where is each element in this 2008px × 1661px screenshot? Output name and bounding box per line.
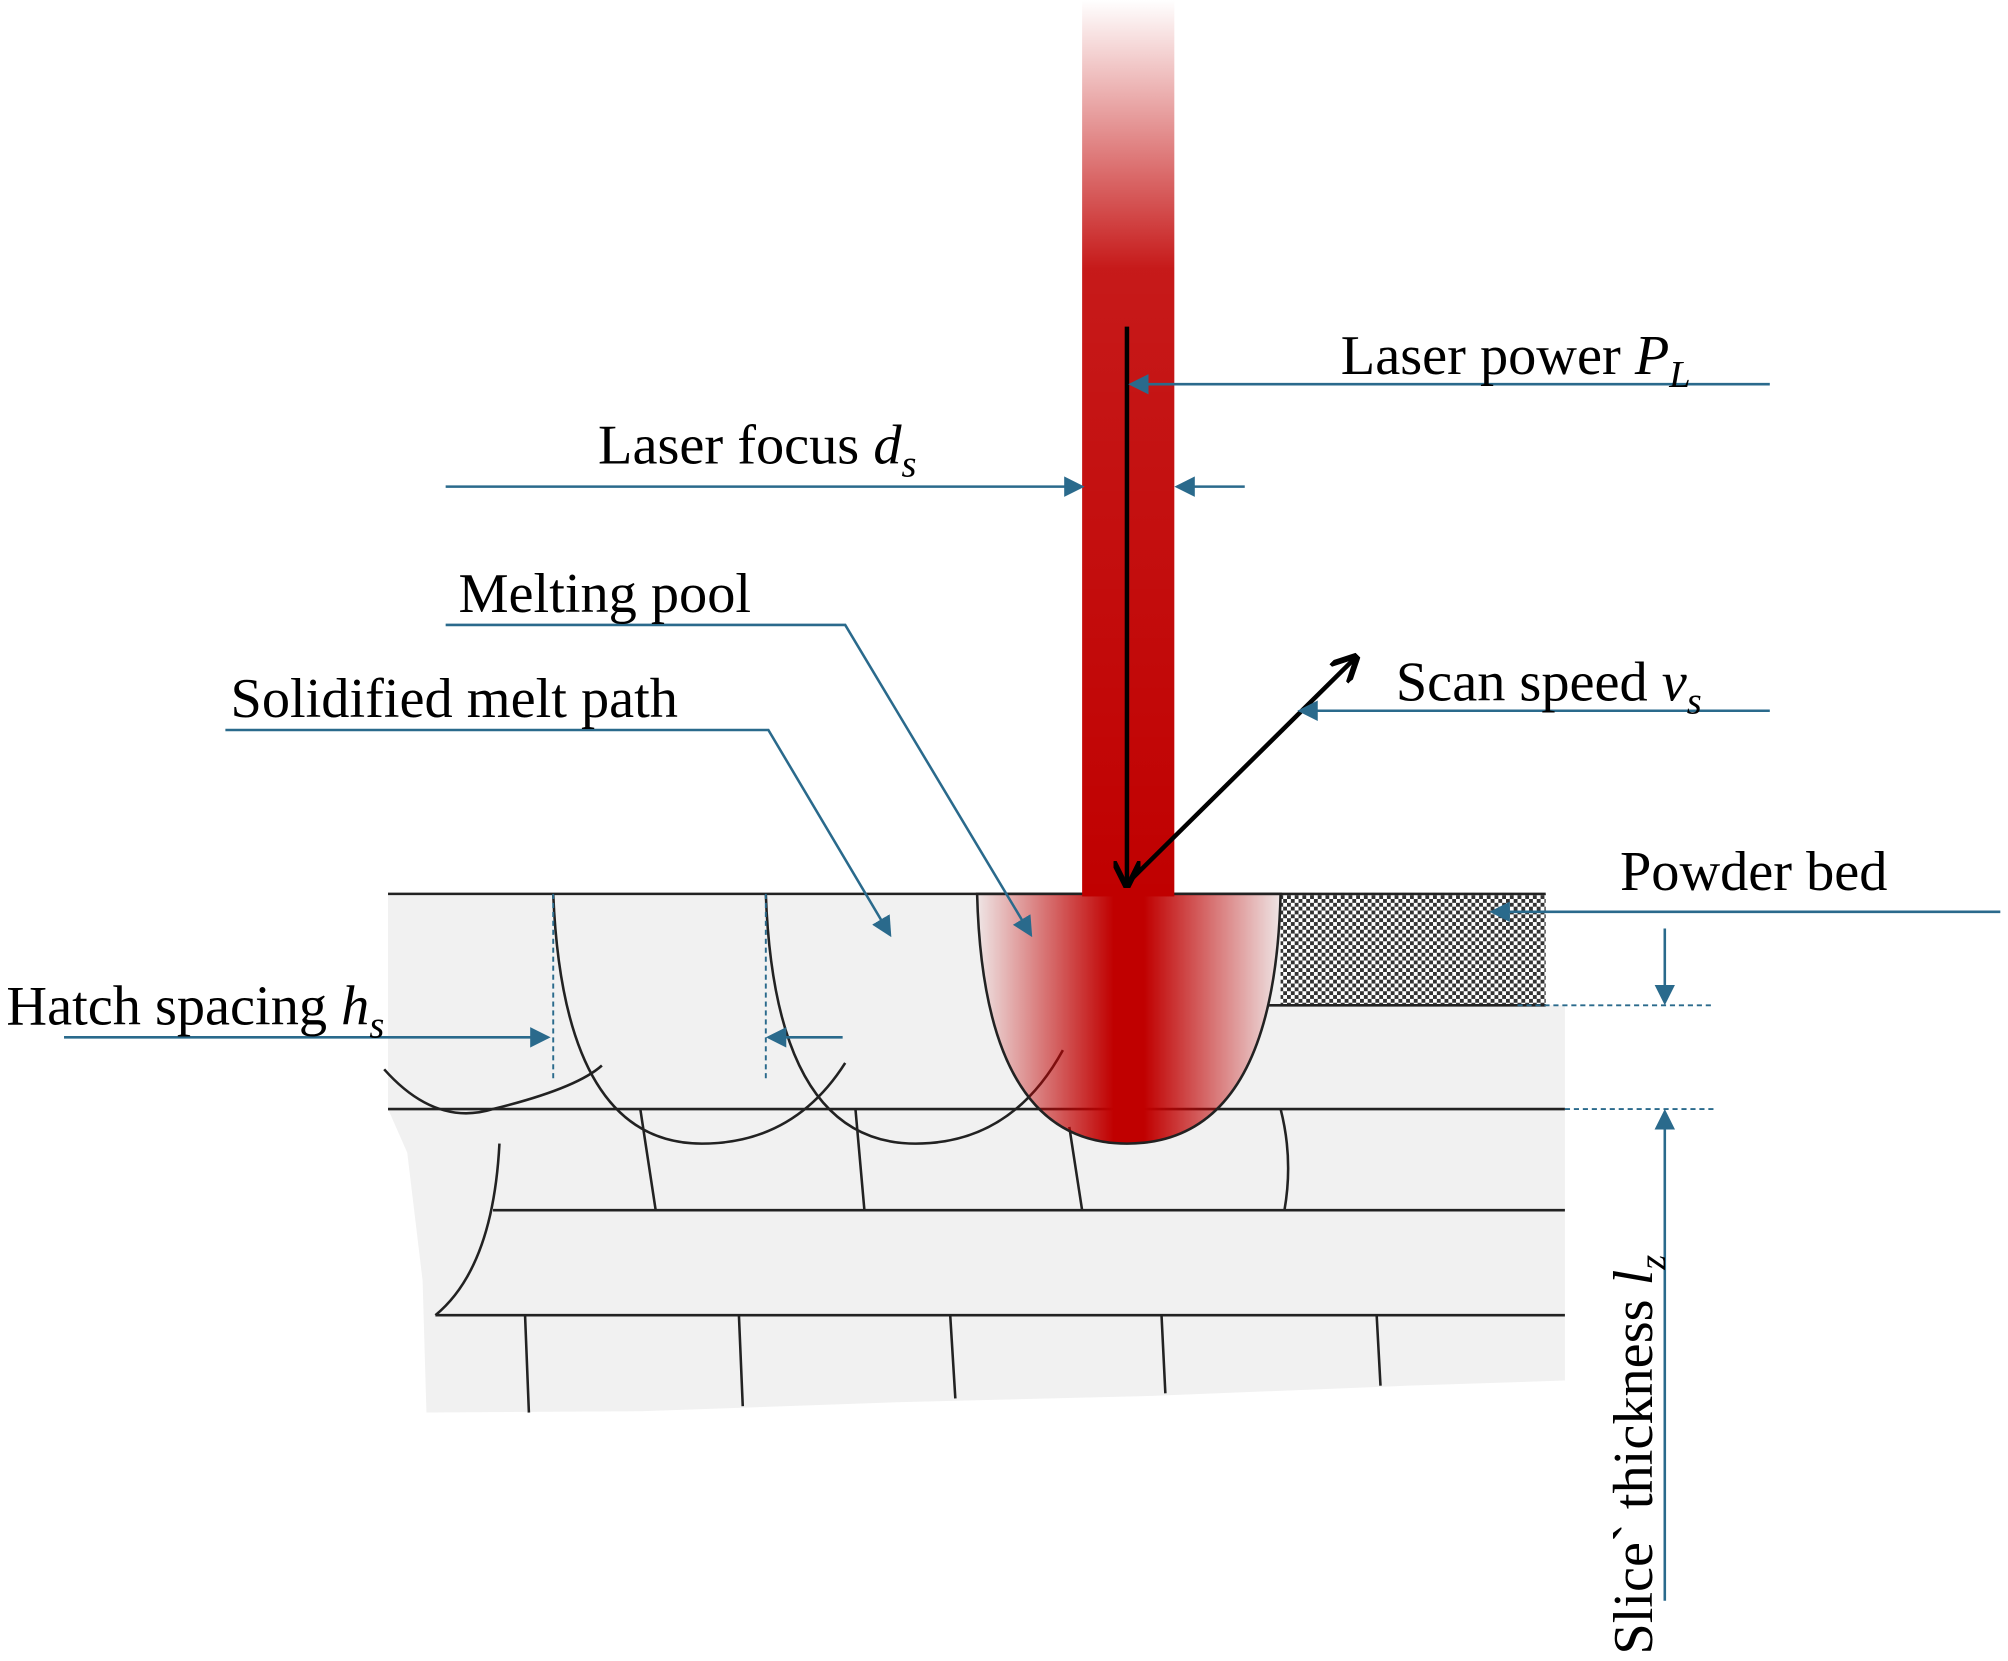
subscript: L — [1668, 354, 1690, 396]
label-laser-focus: Laser focus ds — [598, 415, 916, 486]
track-arcs — [383, 893, 1382, 1413]
label-slice: Slice` thickness lz — [1603, 1255, 1674, 1655]
symbol: l — [1603, 1270, 1665, 1286]
label-melting-pool: Melting pool — [458, 563, 751, 625]
leader — [445, 623, 1033, 938]
substrate — [388, 893, 1565, 1413]
symbol: v — [1662, 652, 1687, 714]
label-text: Laser focus — [598, 415, 859, 477]
subscript: s — [369, 1004, 384, 1046]
label-text: Slice` thickness — [1603, 1299, 1665, 1654]
label-text: Scan speed — [1396, 652, 1648, 714]
leader — [225, 728, 892, 938]
label-solidified: Solidified melt path — [231, 668, 678, 730]
label-scan-speed: Scan speed vs — [1396, 652, 1702, 723]
label-text: Hatch spacing — [6, 976, 327, 1038]
symbol: d — [873, 415, 902, 477]
subscript: s — [901, 443, 916, 485]
melting-pool — [975, 892, 1282, 1145]
scan-arrow — [1125, 658, 1355, 886]
label-powder-bed: Powder bed — [1620, 841, 1888, 903]
label-text: Laser power — [1341, 325, 1621, 387]
symbol: h — [341, 976, 369, 1038]
symbol: P — [1634, 325, 1669, 387]
subscript: s — [1687, 680, 1702, 722]
label-laser-power: Laser power PL — [1341, 325, 1691, 396]
subscript: z — [1632, 1255, 1674, 1271]
label-hatch: Hatch spacing hs — [6, 976, 384, 1047]
